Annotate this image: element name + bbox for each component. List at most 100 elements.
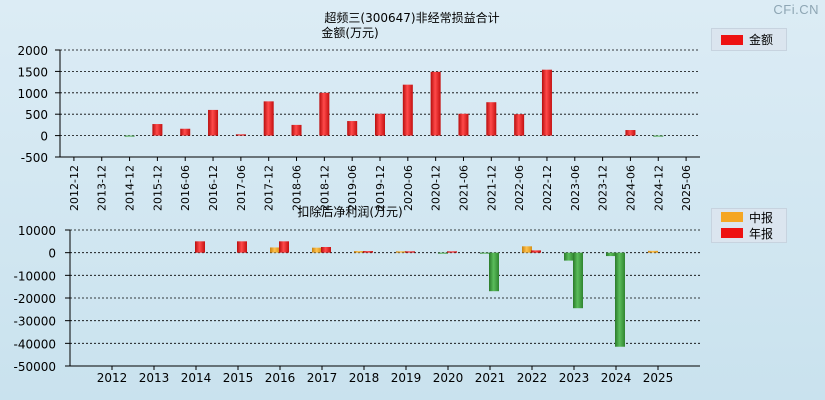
top-y-tick-label: 2000 xyxy=(17,44,48,58)
annual-bar xyxy=(531,250,541,253)
top-x-tick-label: 2016-12 xyxy=(207,165,220,211)
annual-bar xyxy=(615,252,625,347)
bottom-y-tick-label: 10000 xyxy=(18,224,56,238)
top-x-tick-label: 2017-06 xyxy=(235,165,248,211)
annual-bar xyxy=(363,251,373,253)
top-bar xyxy=(319,92,330,136)
top-x-tick-label: 2019-12 xyxy=(374,165,387,211)
top-x-tick-label: 2016-06 xyxy=(179,165,192,211)
legend-item-amount: 金额 xyxy=(712,29,786,50)
top-legend: 金额 xyxy=(711,28,787,51)
bottom-x-tick-label: 2015 xyxy=(223,371,254,385)
top-bar xyxy=(180,128,191,136)
legend-label-annual: 年报 xyxy=(749,226,774,241)
top-x-tick-label: 2025-06 xyxy=(680,165,693,211)
bottom-y-tick-label: -30000 xyxy=(13,315,56,329)
interim-bar xyxy=(312,247,322,253)
annual-bar xyxy=(279,241,289,253)
top-x-tick-label: 2020-06 xyxy=(402,165,415,211)
legend-swatch-annual xyxy=(721,228,743,238)
top-x-tick-label: 2023-06 xyxy=(569,165,582,211)
interim-bar xyxy=(564,252,574,261)
top-x-tick-label: 2024-12 xyxy=(652,165,665,211)
annual-bar xyxy=(195,241,205,253)
bottom-x-tick-label: 2020 xyxy=(433,371,464,385)
top-x-tick-label: 2020-12 xyxy=(430,165,443,211)
top-bar xyxy=(653,135,664,137)
legend-swatch-amount xyxy=(721,34,743,45)
top-x-tick-label: 2022-06 xyxy=(513,165,526,211)
top-bar xyxy=(458,113,469,136)
top-y-tick-label: 500 xyxy=(25,108,48,122)
bottom-x-tick-label: 2013 xyxy=(139,371,170,385)
interim-bar xyxy=(270,247,280,253)
watermark: CFi.CN xyxy=(773,2,819,17)
interim-bar xyxy=(354,251,364,253)
top-x-tick-label: 2013-12 xyxy=(96,165,109,211)
interim-bar xyxy=(396,251,406,253)
interim-bar xyxy=(648,250,658,253)
top-bar xyxy=(152,124,163,136)
top-x-tick-label: 2023-12 xyxy=(597,165,610,211)
annual-bar xyxy=(573,252,583,309)
bottom-x-tick-label: 2017 xyxy=(307,371,338,385)
top-bar xyxy=(430,71,441,136)
bottom-x-tick-label: 2025 xyxy=(643,371,674,385)
annual-bar xyxy=(405,251,415,253)
top-bar xyxy=(625,130,636,136)
bottom-x-tick-label: 2023 xyxy=(559,371,590,385)
annual-bar xyxy=(489,252,499,292)
top-bar xyxy=(263,101,274,136)
bottom-y-tick-label: -20000 xyxy=(13,292,56,306)
bottom-chart-title: 扣除后净利润(万元) xyxy=(297,204,402,219)
top-y-tick-label: 1000 xyxy=(17,87,48,101)
top-x-tick-label: 2022-12 xyxy=(541,165,554,211)
interim-bar xyxy=(606,252,616,257)
top-bar xyxy=(347,121,358,136)
bottom-x-tick-label: 2021 xyxy=(475,371,506,385)
top-x-tick-label: 2021-12 xyxy=(485,165,498,211)
top-bar xyxy=(291,124,302,136)
top-chart-title: 超频三(300647)非经常损益合计 xyxy=(324,10,499,25)
top-x-tick-label: 2021-06 xyxy=(457,165,470,211)
top-bar xyxy=(402,84,413,136)
bottom-x-tick-label: 2019 xyxy=(391,371,422,385)
bottom-x-tick-label: 2018 xyxy=(349,371,380,385)
top-x-tick-label: 2019-06 xyxy=(346,165,359,211)
top-x-tick-label: 2024-06 xyxy=(624,165,637,211)
bottom-y-tick-label: 0 xyxy=(48,247,56,261)
top-y-tick-label: 1500 xyxy=(17,65,48,79)
top-x-tick-label: 2014-12 xyxy=(124,165,137,211)
top-bar xyxy=(375,113,385,136)
bottom-x-tick-label: 2014 xyxy=(181,371,212,385)
interim-bar xyxy=(438,252,448,254)
legend-label-amount: 金额 xyxy=(749,33,774,47)
annual-bar xyxy=(321,247,331,253)
legend-swatch-interim xyxy=(721,212,743,222)
top-x-tick-label: 2017-12 xyxy=(263,165,276,211)
annual-bar xyxy=(447,251,457,253)
bottom-x-tick-label: 2024 xyxy=(601,371,632,385)
legend-label-interim: 中报 xyxy=(749,210,774,225)
top-bar xyxy=(486,102,497,136)
top-y-tick-label: 0 xyxy=(40,130,48,144)
interim-bar xyxy=(480,252,490,254)
bottom-y-tick-label: -10000 xyxy=(13,269,56,283)
top-bar xyxy=(541,69,552,136)
top-x-tick-label: 2015-12 xyxy=(151,165,164,211)
top-y-tick-label: -500 xyxy=(21,151,48,165)
bottom-chart: 扣除后净利润(万元) 10000 0 -10000 -20000 -30000 -40000… xyxy=(13,204,700,385)
bottom-x-tick-label: 2016 xyxy=(265,371,296,385)
bottom-legend: 中报 年报 xyxy=(711,208,787,243)
top-x-tick-label: 2018-06 xyxy=(291,165,304,211)
bottom-x-tick-label: 2022 xyxy=(517,371,548,385)
top-bar xyxy=(514,114,525,136)
top-x-tick-label: 2018-12 xyxy=(318,165,331,211)
bottom-y-tick-label: -50000 xyxy=(13,360,56,374)
top-chart-subtitle: 金额(万元) xyxy=(321,25,378,40)
bottom-y-tick-label: -40000 xyxy=(13,337,56,351)
top-x-tick-label: 2012-12 xyxy=(68,165,81,211)
top-bar xyxy=(235,134,246,136)
